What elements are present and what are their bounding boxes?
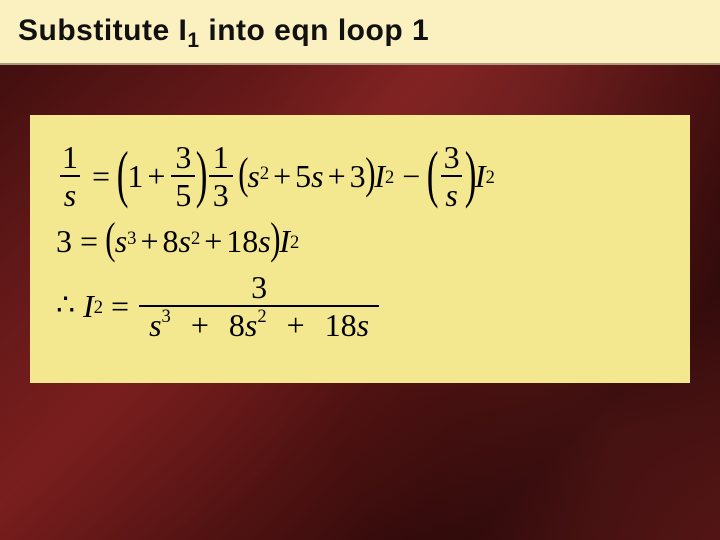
eq2-t2-exp: 2: [191, 230, 200, 249]
eq1-I-first: I: [374, 160, 385, 192]
eq3-I: I: [83, 290, 94, 322]
eq1-equals: =: [92, 160, 110, 192]
eq2-equals: =: [80, 225, 98, 257]
eq3-den-t2-coeff: 8: [229, 307, 245, 343]
eq1-plus1: +: [147, 160, 165, 192]
eq1-mid-den: 3: [209, 175, 233, 211]
eq3-equals: =: [111, 290, 129, 322]
eq3-I-sub: 2: [94, 299, 103, 318]
eq1-paren1-frac: 3 5: [171, 141, 195, 211]
eq1-p2-num: 3: [440, 141, 464, 175]
eq1-lparen1: (: [117, 155, 129, 193]
eq1-rparen3: ): [464, 155, 476, 193]
eq1-lparen2: (: [238, 161, 248, 187]
eq3-den: s3 + 8s2 + 18s: [139, 305, 379, 341]
eq1-p1-den: 5: [171, 175, 195, 211]
eq2-plus1: +: [140, 225, 158, 257]
eq3-den-plus2: +: [287, 307, 305, 343]
eq1-poly-b-coeff: 5: [295, 160, 311, 192]
eq2-t1: s: [115, 225, 127, 257]
eq1-rparen1: ): [196, 155, 208, 193]
eq1-lhs-num: 1: [58, 141, 82, 175]
eq2-rparen: ): [270, 226, 280, 252]
slide-title: Substitute I1 into eqn loop 1: [18, 14, 702, 53]
eq3-den-t2: s: [245, 307, 257, 343]
eq3-den-t3-coeff: 18: [325, 307, 357, 343]
eq2-t2: s: [178, 225, 190, 257]
eq1-poly-plus1: +: [273, 160, 291, 192]
eq2-lparen: (: [105, 226, 115, 252]
eq3-den-t1: s: [149, 307, 161, 343]
eq3-den-t1-exp: 3: [162, 306, 171, 327]
equation-2: 3 = ( s3 + 8s2 + 18s ) I2: [56, 225, 664, 257]
eq2-t1-exp: 3: [127, 230, 136, 249]
eq2-lhs: 3: [56, 225, 72, 257]
eq3-frac: 3 s3 + 8s2 + 18s: [139, 271, 379, 341]
eq1-lhs-frac: 1 s: [58, 141, 82, 211]
eq1-lhs-den: s: [60, 175, 80, 211]
eq2-t2-coeff: 8: [162, 225, 178, 257]
slide: Substitute I1 into eqn loop 1 1 s = ( 1 …: [0, 0, 720, 540]
eq1-paren2-frac: 3 s: [440, 141, 464, 211]
eq2-I-sub: 2: [290, 234, 299, 253]
eq1-lparen3: (: [427, 155, 439, 193]
title-pre: Substitute I: [18, 14, 187, 47]
eq3-den-plus1: +: [191, 307, 209, 343]
eq1-p1-num: 3: [171, 141, 195, 175]
eq1-poly-b: s: [311, 160, 323, 192]
eq3-num: 3: [241, 271, 277, 305]
eq1-poly-a-exp: 2: [260, 165, 269, 184]
eq1-poly-plus2: +: [328, 160, 346, 192]
eq3-den-t2-exp: 2: [257, 306, 266, 327]
equation-1: 1 s = ( 1 + 3 5 ) 1 3 ( s2 +: [56, 141, 664, 211]
eq1-mid-num: 1: [209, 141, 233, 175]
eq1-minus: −: [402, 160, 420, 192]
eq3-den-t3: s: [357, 307, 369, 343]
math-box: 1 s = ( 1 + 3 5 ) 1 3 ( s2 +: [30, 115, 690, 383]
eq2-I: I: [279, 225, 290, 257]
eq2-t3-coeff: 18: [226, 225, 258, 257]
eq1-poly-a: s: [247, 160, 259, 192]
eq1-I-second-sub: 2: [486, 169, 495, 188]
eq1-rparen2: ): [365, 161, 375, 187]
eq2-t3: s: [258, 225, 270, 257]
therefore-symbol: ∴: [56, 291, 75, 321]
title-sub: 1: [187, 29, 199, 52]
eq1-poly-c: 3: [350, 160, 366, 192]
equation-3: ∴ I2 = 3 s3 + 8s2 + 18s: [56, 271, 664, 341]
eq1-I-first-sub: 2: [385, 169, 394, 188]
title-band: Substitute I1 into eqn loop 1: [0, 0, 720, 65]
eq2-plus2: +: [204, 225, 222, 257]
title-post: into eqn loop 1: [200, 14, 430, 47]
eq1-one: 1: [127, 160, 143, 192]
eq1-mid-frac: 1 3: [209, 141, 233, 211]
eq1-p2-den: s: [441, 175, 461, 211]
